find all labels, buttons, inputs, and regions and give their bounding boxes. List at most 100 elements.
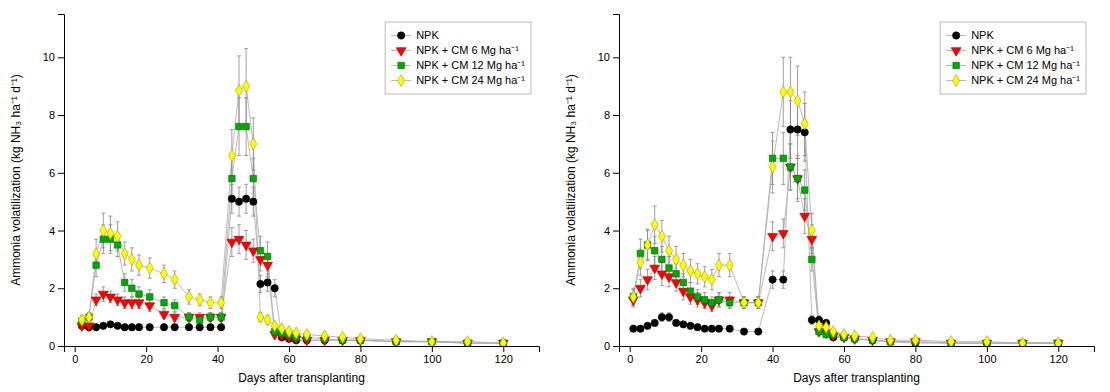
legend: NPKNPK + CM 6 Mg ha⁻¹NPK + CM 12 Mg ha⁻¹… <box>385 22 531 94</box>
marker <box>196 317 202 323</box>
marker <box>673 253 680 265</box>
x-axis: 020406080100120 <box>620 346 1095 365</box>
legend-item: NPK <box>391 29 439 41</box>
marker <box>136 291 142 297</box>
marker <box>135 324 142 331</box>
marker <box>357 333 364 345</box>
marker <box>93 248 100 260</box>
marker <box>243 123 249 129</box>
marker <box>687 322 694 329</box>
tick-mark <box>613 173 619 174</box>
marker <box>636 285 646 294</box>
tick-mark <box>58 115 64 116</box>
marker <box>983 336 990 346</box>
tick: 6 <box>604 167 619 179</box>
marker <box>671 280 681 289</box>
tick-label: 2 <box>604 282 610 294</box>
tick-label: 8 <box>49 109 55 121</box>
legend-marker <box>953 62 959 68</box>
marker <box>250 175 256 181</box>
marker <box>228 195 235 202</box>
marker <box>841 328 848 340</box>
legend-item: NPK + CM 12 Mg ha⁻¹ <box>391 59 525 71</box>
marker <box>680 259 687 271</box>
tick: 40 <box>767 346 779 365</box>
marker <box>794 95 801 107</box>
marker <box>651 247 657 253</box>
tick: 100 <box>978 346 996 365</box>
axis-line <box>613 15 620 347</box>
marker <box>339 331 346 343</box>
marker <box>709 299 715 305</box>
marker <box>808 224 815 236</box>
marker <box>264 314 271 326</box>
marker <box>768 233 778 242</box>
marker <box>741 297 748 309</box>
marker <box>755 328 762 335</box>
marker <box>665 313 672 320</box>
tick: 20 <box>141 346 153 365</box>
marker <box>236 123 242 129</box>
axis-line <box>620 347 1095 353</box>
tick-label: 6 <box>49 167 55 179</box>
tick-label: 4 <box>604 225 610 237</box>
x-axis-title: Days after transplanting <box>793 371 920 385</box>
tick-label: 60 <box>838 353 850 365</box>
legend-marker <box>398 32 405 39</box>
marker <box>107 227 114 239</box>
marker <box>800 213 810 222</box>
marker <box>630 291 637 303</box>
tick-label: 0 <box>49 340 55 352</box>
marker <box>673 271 679 277</box>
marker <box>171 302 177 308</box>
marker <box>263 262 273 271</box>
marker <box>161 268 168 280</box>
marker <box>278 323 285 335</box>
marker <box>218 314 224 320</box>
tick-mark <box>218 346 219 352</box>
marker <box>500 337 507 346</box>
axis-line <box>58 15 65 347</box>
tick-mark <box>146 346 147 352</box>
tick: 80 <box>910 346 922 365</box>
marker <box>393 334 400 346</box>
marker <box>830 326 837 338</box>
tick: 0 <box>49 340 64 352</box>
marker <box>78 314 85 326</box>
marker <box>186 314 192 320</box>
marker <box>644 322 651 329</box>
marker <box>257 247 263 253</box>
tick-label: 40 <box>212 353 224 365</box>
marker <box>92 324 99 331</box>
marker <box>708 274 715 286</box>
tick-label: 8 <box>604 109 610 121</box>
tick: 100 <box>423 346 441 365</box>
tick-mark <box>630 346 631 352</box>
marker <box>271 320 278 332</box>
tick-label: 100 <box>423 353 441 365</box>
marker <box>271 285 278 292</box>
tick: 4 <box>604 225 619 237</box>
marker <box>207 314 213 320</box>
tick-label: 40 <box>767 353 779 365</box>
legend-item: NPK + CM 12 Mg ha⁻¹ <box>946 59 1080 71</box>
marker <box>128 324 135 331</box>
tick-label: 4 <box>49 225 55 237</box>
marker <box>651 319 658 326</box>
marker <box>701 297 707 303</box>
tick: 0 <box>627 346 633 365</box>
marker <box>161 299 167 305</box>
marker <box>159 311 169 320</box>
legend-label: NPK + CM 24 Mg ha⁻¹ <box>416 74 525 86</box>
lines <box>633 92 1058 343</box>
marker <box>701 271 708 283</box>
marker <box>250 198 257 205</box>
marker <box>218 297 225 309</box>
marker <box>100 224 107 236</box>
marker <box>303 328 310 340</box>
marker <box>637 325 644 332</box>
marker <box>708 325 715 332</box>
marker <box>428 336 435 346</box>
marker <box>84 323 94 332</box>
marker <box>869 331 876 343</box>
